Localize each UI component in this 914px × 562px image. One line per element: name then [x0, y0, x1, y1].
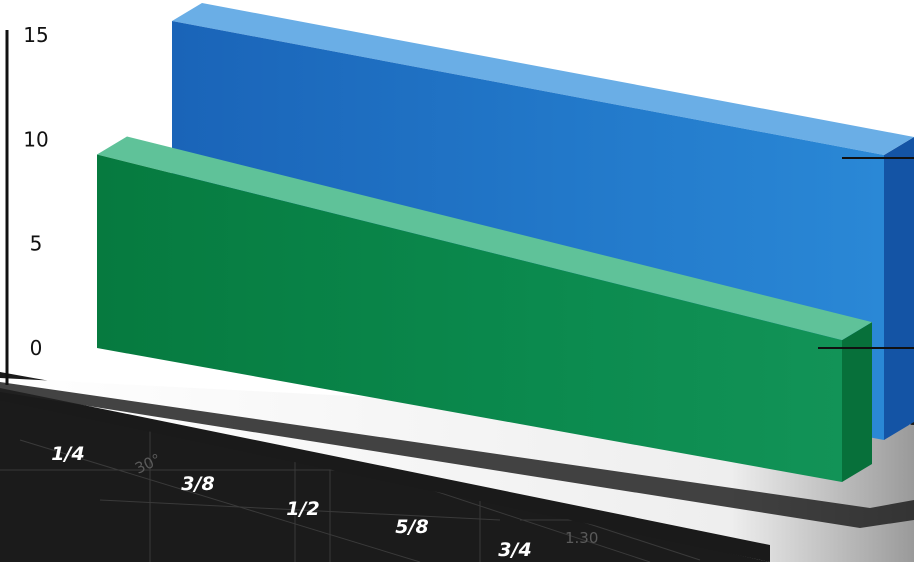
x-tick-label: 1/2 — [286, 498, 319, 520]
bar-front — [97, 154, 842, 482]
bar-top — [172, 3, 914, 155]
floor-shadow — [0, 382, 914, 528]
y-tick-label: 10 — [23, 127, 48, 151]
x-tick-labels: 1/4 3/8 1/2 5/8 3/4 — [51, 443, 531, 561]
y-tick-label: 15 — [23, 23, 48, 47]
bars — [97, 3, 914, 482]
background-number-mark: 1.30 — [565, 529, 598, 547]
x-tick-label: 5/8 — [395, 516, 428, 538]
bar-side — [884, 137, 914, 440]
x-tick-label: 3/8 — [181, 473, 214, 495]
bar-side — [842, 322, 872, 482]
y-tick-label: 5 — [30, 232, 43, 256]
floor-front-edge — [0, 388, 770, 562]
background-angle-mark: 30° — [132, 450, 164, 478]
x-tick-label: 3/4 — [498, 539, 531, 561]
bar-series-2 — [97, 136, 872, 482]
y-tick-labels: 0 5 10 15 — [23, 23, 48, 360]
y-tick-label: 0 — [30, 336, 43, 360]
x-tick-label: 1/4 — [51, 443, 84, 465]
bar-top — [97, 136, 872, 341]
